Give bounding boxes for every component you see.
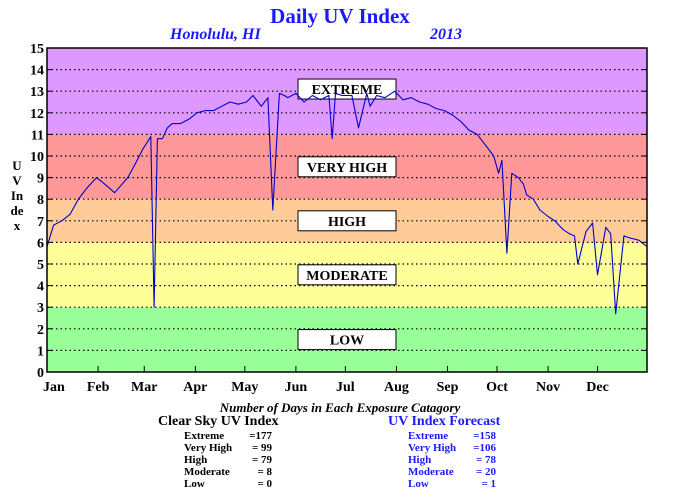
series-line (46, 90, 648, 315)
x-tick-label: Jun (285, 380, 308, 395)
forecast-rows: Extreme =158 Very High =106 High = 78 Moderate… (388, 430, 500, 490)
x-tick-label: Mar (131, 380, 157, 395)
y-tick-label: 13 (30, 85, 44, 100)
gridlines (47, 68, 647, 351)
y-tick-label: 1 (37, 344, 44, 359)
forecast-row: Very High =106 (408, 442, 500, 454)
y-tick-label: 9 (37, 172, 44, 187)
clear-sky-row-value: = 79 (251, 454, 272, 466)
x-tick-label: Jan (43, 380, 65, 395)
forecast-stats: UV Index Forecast Extreme =158 Very High =1… (388, 414, 500, 490)
forecast-row-label: Moderate (408, 466, 454, 478)
band-label-moderate: MODERATE (297, 264, 397, 286)
clear-sky-row: Moderate = 8 (184, 466, 278, 478)
band-label-text: VERY HIGH (307, 161, 387, 176)
band-label-box (297, 329, 397, 351)
clear-sky-row-value: = 0 (257, 478, 272, 490)
x-tick-label: Feb (87, 380, 110, 395)
y-tick-label: 11 (31, 128, 44, 143)
forecast-row-value: =106 (473, 442, 496, 454)
band-label-low: LOW (297, 329, 397, 351)
band-label-text: MODERATE (306, 269, 387, 284)
y-tick-label: 12 (30, 107, 44, 122)
y-tick-label: 15 (30, 42, 44, 57)
chart-title: Daily UV Index (270, 4, 410, 28)
clear-sky-row-label: High (184, 454, 208, 466)
band-label-text: EXTREME (312, 83, 383, 98)
clear-sky-row-value: = 8 (257, 466, 272, 478)
stats-title: Number of Days in Each Exposure Catagory (219, 400, 461, 415)
y-tick-label: 7 (37, 215, 44, 230)
forecast-row-value: =158 (473, 430, 496, 442)
clear-sky-row: High = 79 (184, 454, 278, 466)
forecast-heading: UV Index Forecast (388, 414, 501, 429)
band-label-very-high: VERY HIGH (297, 156, 397, 178)
clear-sky-row-label: Very High (184, 442, 233, 454)
x-tick-labels: Jan Feb Mar Apr May Jun Jul Aug Sep Oct Nov Dec (43, 366, 609, 395)
y-tick-label: 3 (37, 301, 44, 316)
band-label-box (297, 264, 397, 286)
clear-sky-row-value: =177 (249, 430, 272, 442)
clear-sky-row-label: Low (184, 478, 205, 490)
x-tick-label: Jul (336, 380, 355, 395)
clear-sky-rows: Extreme =177 Very High = 99 High = 79 Moderate… (158, 430, 278, 490)
x-tick-label: Apr (183, 380, 207, 395)
clear-sky-heading: Clear Sky UV Index (158, 414, 279, 429)
plot-frame (46, 47, 648, 373)
forecast-row-value: = 20 (475, 466, 496, 478)
forecast-row-value: = 1 (481, 478, 496, 490)
forecast-row-value: = 78 (475, 454, 496, 466)
chart-subtitle-location: Honolulu, HI (170, 26, 261, 43)
y-tick-label: 0 (37, 366, 44, 381)
clear-sky-row: Low = 0 (184, 478, 278, 490)
band-label-high: HIGH (297, 210, 397, 232)
forecast-row-label: High (408, 454, 432, 466)
y-tick-label: 14 (30, 64, 44, 79)
y-tick-label: 6 (37, 236, 44, 251)
x-tick-label: Nov (536, 380, 560, 395)
band-labels: LOW MODERATE HIGH VERY HIGH EXTREME (297, 78, 397, 351)
clear-sky-row: Extreme =177 (184, 430, 278, 442)
band-label-text: LOW (330, 334, 364, 349)
clear-sky-row-label: Moderate (184, 466, 230, 478)
clear-sky-row-value: = 99 (251, 442, 272, 454)
forecast-row: Extreme =158 (408, 430, 500, 442)
y-axis-label: UV Index (10, 158, 24, 233)
band-label-text: HIGH (328, 215, 366, 230)
y-tick-label: 8 (37, 193, 44, 208)
series-layer (46, 90, 648, 315)
forecast-row-label: Low (408, 478, 429, 490)
x-tick-label: Aug (384, 380, 409, 395)
chart-subtitle-year: 2013 (430, 26, 462, 43)
x-tick-label: May (231, 380, 258, 395)
band-label-box (297, 210, 397, 232)
exposure-bands (47, 48, 647, 372)
clear-sky-row-label: Extreme (184, 430, 225, 442)
y-tick-label: 2 (37, 323, 44, 338)
x-tick-label: Dec (586, 380, 609, 395)
band-label-extreme: EXTREME (297, 78, 397, 100)
forecast-row-label: Extreme (408, 430, 449, 442)
clear-sky-stats: Clear Sky UV Index Extreme =177 Very High =… (158, 414, 278, 490)
y-tick-label: 4 (37, 280, 44, 295)
forecast-row: High = 78 (408, 454, 500, 466)
x-tick-label: Sep (437, 380, 459, 395)
band-label-box (297, 156, 397, 178)
forecast-row-label: Very High (408, 442, 457, 454)
band-label-box (297, 78, 397, 100)
x-tick-label: Oct (486, 380, 508, 395)
clear-sky-row: Very High = 99 (184, 442, 278, 454)
forecast-row: Low = 1 (408, 478, 500, 490)
forecast-row: Moderate = 20 (408, 466, 500, 478)
y-tick-label: 5 (37, 258, 44, 273)
y-tick-label: 10 (30, 150, 44, 165)
